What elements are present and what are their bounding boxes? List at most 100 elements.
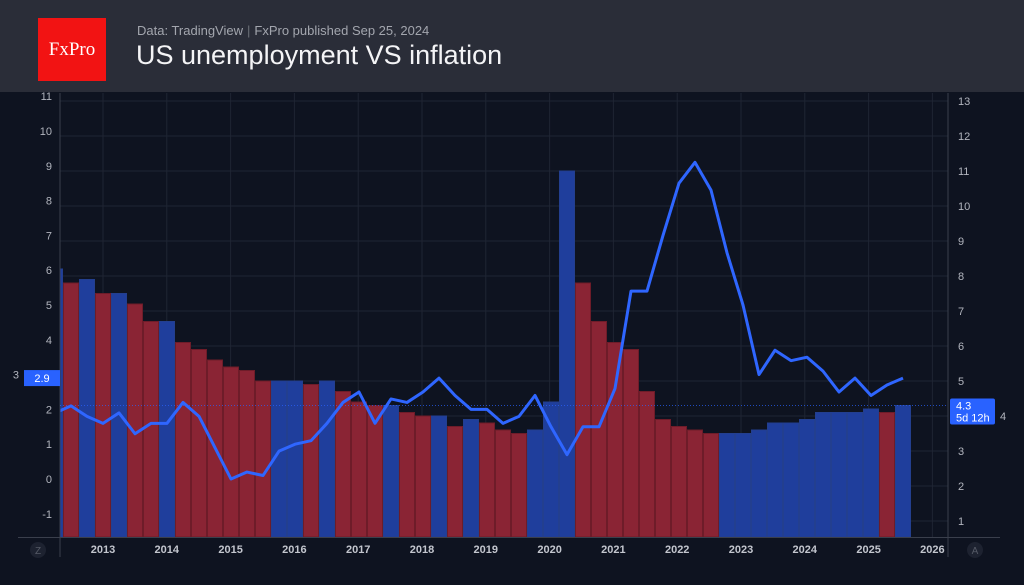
right-axis-tick: 4	[1000, 411, 1006, 423]
x-axis-tick: 2016	[282, 544, 306, 556]
unemployment-bar	[447, 426, 463, 537]
unemployment-bar	[319, 380, 335, 537]
fxpro-logo: FxPro	[38, 18, 106, 81]
auto-scale-label: A	[972, 546, 979, 557]
unemployment-bar	[639, 391, 655, 537]
chart-title: US unemployment VS inflation	[136, 40, 503, 70]
x-axis-tick: 2024	[793, 544, 818, 556]
unemployment-bar	[191, 349, 207, 537]
right-axis-tick: 12	[958, 131, 970, 143]
unemployment-bars	[60, 170, 911, 537]
left-last-value-badge	[24, 370, 60, 387]
right-axis-tick: 2	[958, 481, 964, 493]
unemployment-bar	[543, 401, 559, 537]
unemployment-bar	[719, 433, 735, 537]
unemployment-bar	[591, 321, 607, 537]
right-axis-tick: 13	[958, 96, 970, 108]
unemployment-bar	[159, 321, 175, 537]
zoom-reset-button[interactable]	[30, 542, 46, 558]
left-last-value: 2.9	[34, 373, 49, 385]
separator: |	[247, 23, 251, 38]
unemployment-bar	[511, 433, 527, 537]
left-axis-tick: 6	[46, 265, 52, 277]
unemployment-bar	[527, 429, 543, 537]
right-axis-tick: 10	[958, 201, 970, 213]
unemployment-bar	[239, 370, 255, 537]
unemployment-bar	[559, 170, 575, 537]
unemployment-bar	[687, 429, 703, 537]
left-axis-tick: 8	[46, 196, 52, 208]
left-axis-tick: 7	[46, 230, 52, 242]
x-axis-tick: 2025	[856, 544, 880, 556]
left-axis-tick: 5	[46, 300, 52, 312]
unemployment-bar	[271, 380, 287, 537]
left-axis-tick: -1	[42, 509, 52, 521]
unemployment-bar	[175, 342, 191, 537]
unemployment-bar	[815, 412, 831, 537]
unemployment-bar	[831, 412, 847, 537]
unemployment-bar	[895, 405, 911, 537]
x-axis-tick: 2013	[91, 544, 115, 556]
unemployment-bar	[351, 401, 367, 537]
unemployment-bar	[607, 342, 623, 537]
x-axis-tick: 2018	[410, 544, 434, 556]
right-last-value: 4.3	[956, 401, 971, 413]
unemployment-bar	[735, 433, 751, 537]
right-axis-tick: 5	[958, 376, 964, 388]
right-axis-tick: 1	[958, 516, 964, 528]
inflation-line	[60, 160, 904, 481]
unemployment-bar	[623, 349, 639, 537]
data-source: Data: TradingView	[137, 23, 243, 38]
unemployment-bar	[383, 405, 399, 537]
unemployment-bar	[60, 268, 63, 537]
unemployment-bar	[767, 422, 783, 537]
published-date: FxPro published Sep 25, 2024	[254, 23, 430, 38]
left-axis-tick: 1	[46, 439, 52, 451]
unemployment-bar	[335, 391, 351, 537]
x-axis-tick: 2017	[346, 544, 370, 556]
unemployment-bar	[79, 279, 95, 537]
unemployment-bar	[415, 415, 431, 537]
chart-header: FxPro Data: TradingView | FxPro published …	[0, 0, 1024, 92]
chart-subtitle: Data: TradingView | FxPro published Sep 25…	[137, 23, 429, 38]
unemployment-bar	[479, 422, 495, 537]
x-axis-tick: 2026	[920, 544, 944, 556]
unemployment-bar	[367, 405, 383, 537]
x-axis-tick: 2021	[601, 544, 625, 556]
right-last-value-badge	[950, 398, 995, 425]
unemployment-bar	[223, 366, 239, 537]
x-axis-tick: 2015	[218, 544, 242, 556]
x-axis-tick: 2020	[537, 544, 561, 556]
inflation-line-path	[60, 160, 904, 481]
unemployment-bar	[575, 282, 591, 537]
left-axis-tick: 4	[46, 335, 52, 347]
unemployment-bar	[671, 426, 687, 537]
unemployment-bar	[879, 412, 895, 537]
unemployment-bar	[95, 293, 111, 537]
unemployment-bar	[463, 419, 479, 537]
unemployment-bar	[127, 303, 143, 537]
unemployment-bar	[783, 422, 799, 537]
plot-area	[60, 160, 911, 537]
auto-scale-button[interactable]	[967, 542, 983, 558]
right-axis-tick: 9	[958, 236, 964, 248]
unemployment-bar	[799, 419, 815, 537]
unemployment-bar	[143, 321, 159, 537]
x-axis-tick: 2022	[665, 544, 689, 556]
left-axis-tick: 11	[41, 91, 52, 103]
left-axis-tick: 10	[40, 126, 52, 138]
zoom-reset-label: Z	[35, 546, 41, 557]
unemployment-bar	[495, 429, 511, 537]
right-axis-tick: 11	[958, 166, 969, 178]
countdown-label: 5d 12h	[956, 413, 990, 425]
unemployment-bar	[431, 415, 447, 537]
unemployment-bar	[847, 412, 863, 537]
unemployment-bar	[399, 412, 415, 537]
unemployment-bar	[255, 380, 271, 537]
left-axis-tick: 2	[46, 404, 52, 416]
unemployment-bar	[751, 429, 767, 537]
x-axis-tick: 2014	[155, 544, 180, 556]
left-axis-tick: 0	[46, 474, 52, 486]
